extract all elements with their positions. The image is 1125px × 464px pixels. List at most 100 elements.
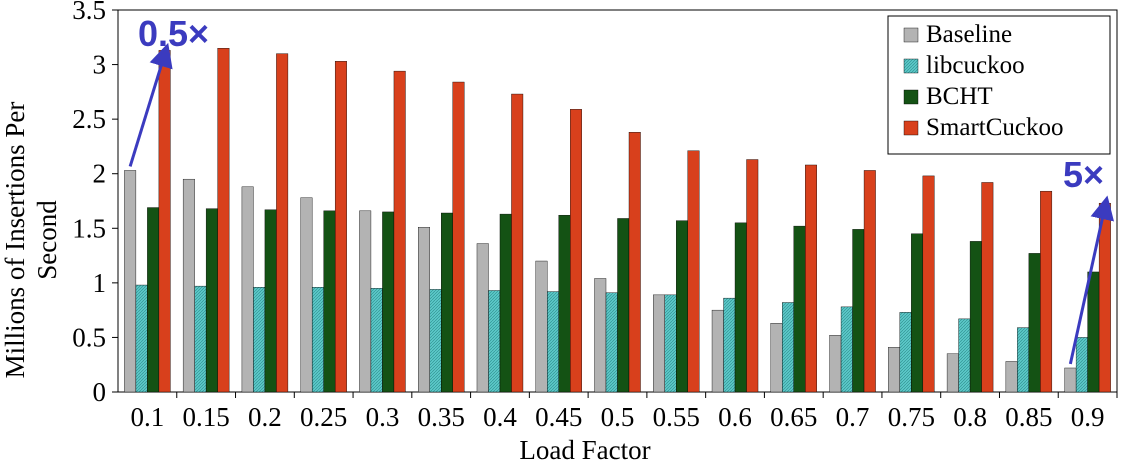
bar-smartcuckoo <box>1040 190 1053 393</box>
bar-baseline <box>241 186 254 393</box>
bar-smartcuckoo <box>746 159 759 393</box>
bar-bcht <box>617 218 630 393</box>
bar-libcuckoo <box>311 287 324 393</box>
bar-baseline <box>124 170 137 393</box>
x-tick-label: 0.75 <box>888 402 935 432</box>
annotation-arrow <box>1068 195 1115 365</box>
bar-bcht <box>558 214 571 393</box>
legend-label-libcuckoo: libcuckoo <box>926 52 1025 79</box>
bar-libcuckoo <box>899 312 912 393</box>
bar-libcuckoo <box>605 292 618 393</box>
x-tick-label: 0.5 <box>601 402 635 432</box>
y-axis-title-line-1: Millions of Insertions Per <box>0 102 30 379</box>
legend-swatch-smartcuckoo <box>903 120 919 136</box>
bar-smartcuckoo <box>687 150 700 393</box>
bar-smartcuckoo <box>334 61 347 393</box>
y-tick-label: 2.5 <box>72 104 106 134</box>
legend-label-bcht: BCHT <box>926 83 993 110</box>
bar-smartcuckoo <box>158 50 171 393</box>
bar-bcht <box>734 222 747 393</box>
bar-bcht <box>1087 271 1100 393</box>
bar-libcuckoo <box>1017 327 1030 393</box>
bar-libcuckoo <box>1075 337 1088 393</box>
bar-baseline <box>300 197 313 393</box>
bar-baseline <box>1005 361 1018 393</box>
bar-libcuckoo <box>664 294 677 393</box>
bar-libcuckoo <box>253 287 266 393</box>
bar-baseline <box>711 309 724 393</box>
y-tick-label: 0.5 <box>72 322 106 352</box>
legend-swatch-baseline <box>903 27 919 43</box>
bar-bcht <box>969 241 982 393</box>
bar-smartcuckoo <box>511 93 524 393</box>
bar-libcuckoo <box>547 291 559 393</box>
bar-bcht <box>323 210 336 393</box>
bar-baseline <box>594 278 607 393</box>
annotation-arrow <box>128 42 173 167</box>
x-tick-label: 0.4 <box>483 402 517 432</box>
x-tick-label: 0.35 <box>418 402 465 432</box>
y-tick-label: 3.5 <box>72 0 106 25</box>
x-tick-label: 0.1 <box>131 402 165 432</box>
bar-baseline <box>770 323 783 393</box>
bar-libcuckoo <box>782 302 794 393</box>
bar-libcuckoo <box>958 318 971 393</box>
bar-baseline <box>476 243 489 393</box>
x-tick-label: 0.85 <box>1005 402 1052 432</box>
x-tick-label: 0.55 <box>653 402 700 432</box>
bar-libcuckoo <box>723 297 736 393</box>
x-axis-title: Load Factor <box>519 435 650 464</box>
bar-bcht <box>852 229 865 393</box>
bar-smartcuckoo <box>922 175 935 393</box>
bar-baseline <box>535 260 548 393</box>
bar-libcuckoo <box>840 306 853 393</box>
bar-libcuckoo <box>429 289 442 393</box>
bar-smartcuckoo <box>276 53 289 393</box>
annotations: 0.5× 5× <box>128 13 1115 365</box>
bar-baseline <box>418 226 430 393</box>
bar-smartcuckoo <box>452 81 465 393</box>
bar-baseline <box>829 335 842 393</box>
bar-libcuckoo <box>488 290 501 393</box>
bar-baseline <box>888 347 901 393</box>
y-tick-label: 1.5 <box>72 213 106 243</box>
x-tick-label: 0.3 <box>366 402 400 432</box>
bar-libcuckoo <box>194 285 207 393</box>
bar-smartcuckoo <box>863 170 876 393</box>
x-tick-label: 0.7 <box>836 402 870 432</box>
tick-labels: 0 0.5 1 1.5 2 2.5 3 3.5 0.1 0.15 0.2 0.25 0.3 0.35 0.4… <box>72 0 1118 432</box>
legend-swatch-libcuckoo <box>903 58 919 74</box>
y-tick-label: 0 <box>93 377 107 407</box>
bar-bcht <box>793 225 806 393</box>
bar-libcuckoo <box>135 284 148 393</box>
annotation-label: 5× <box>1063 154 1104 195</box>
x-tick-label: 0.15 <box>183 402 230 432</box>
bar-libcuckoo <box>370 288 383 393</box>
bar-bcht <box>264 209 277 393</box>
bar-baseline <box>946 353 959 393</box>
bar-bcht <box>676 220 688 393</box>
bar-baseline <box>182 178 195 393</box>
bar-bcht <box>499 213 512 393</box>
bar-baseline <box>359 210 372 393</box>
bar-bcht <box>441 212 453 393</box>
y-axis-title: Millions of Insertions Per Second <box>0 102 62 379</box>
y-axis-title-line-2: Second <box>32 200 62 280</box>
bar-smartcuckoo <box>393 70 406 393</box>
bar-smartcuckoo <box>217 48 230 393</box>
annotation-label: 0.5× <box>138 13 209 54</box>
y-tick-label: 2 <box>93 159 107 189</box>
bar-bcht <box>911 233 924 393</box>
x-tick-label: 0.65 <box>770 402 817 432</box>
bar-bcht <box>382 211 395 393</box>
y-tick-label: 1 <box>93 268 107 298</box>
bar-bcht <box>147 207 160 393</box>
bar-bcht <box>1028 253 1041 393</box>
legend: Baseline libcuckoo BCHT SmartCuckoo <box>887 15 1111 155</box>
x-tick-label: 0.45 <box>535 402 582 432</box>
bar-smartcuckoo <box>805 164 817 393</box>
x-tick-label: 0.9 <box>1071 402 1105 432</box>
x-tick-label: 0.8 <box>953 402 987 432</box>
x-tick-label: 0.6 <box>718 402 752 432</box>
